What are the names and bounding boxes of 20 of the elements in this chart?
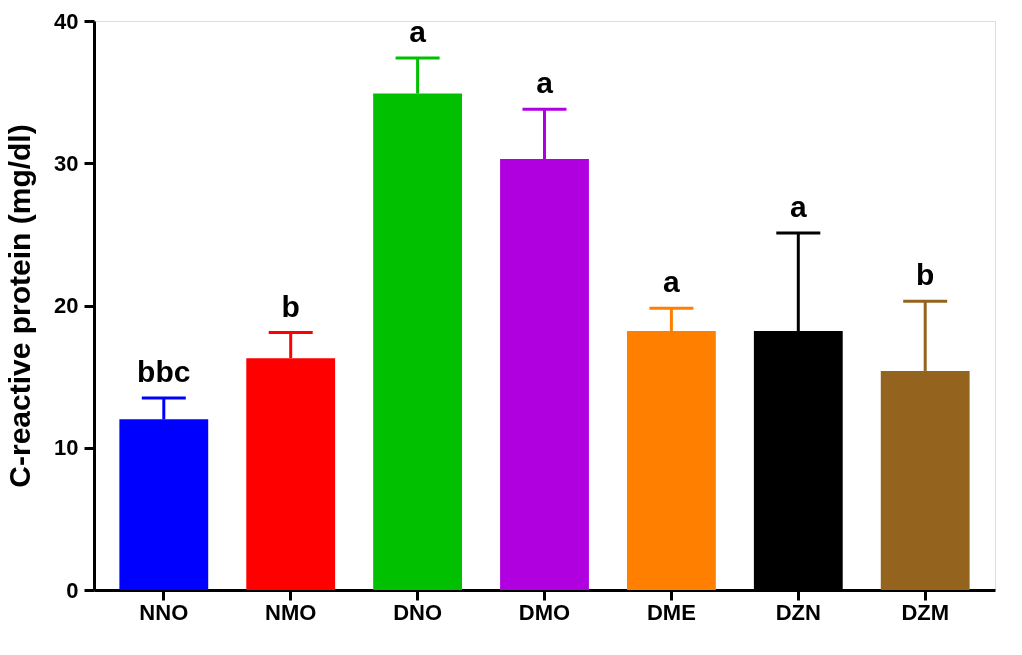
x-tick-label: DMO: [518, 599, 571, 625]
x-tick-label: DNO: [393, 599, 443, 625]
annotation: b: [281, 289, 300, 323]
annotation: a: [536, 66, 554, 100]
annotation: a: [663, 265, 681, 299]
annotation: bbc: [137, 354, 191, 388]
annotation: b: [916, 258, 935, 292]
y-tick-label: 0: [66, 577, 79, 603]
y-tick-label: 20: [54, 293, 79, 318]
annotation: a: [789, 189, 807, 223]
y-tick-label: 40: [54, 8, 79, 34]
x-tick-label: DZM: [901, 599, 950, 625]
y-axis-title: C-reactive protein (mg/dl): [3, 124, 37, 488]
y-tick-label: 10: [54, 435, 79, 461]
y-tick-label: 30: [54, 150, 79, 176]
x-tick-label: DZN: [775, 599, 821, 625]
annotation: a: [409, 14, 427, 48]
x-tick-label: NNO: [139, 599, 189, 625]
x-tick-label: DME: [646, 599, 696, 625]
x-tick-label: NMO: [265, 599, 317, 625]
